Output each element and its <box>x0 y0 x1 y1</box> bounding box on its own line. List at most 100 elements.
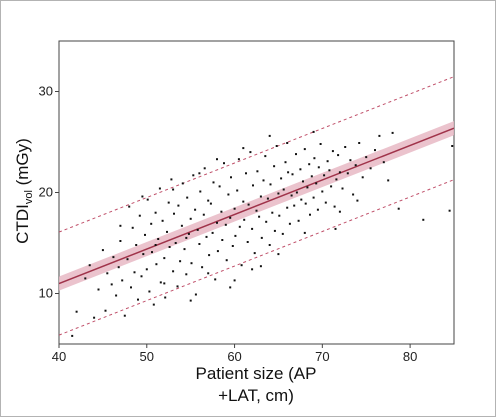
data-point <box>189 217 192 220</box>
data-point <box>214 278 217 281</box>
data-point <box>333 205 336 208</box>
y-tick-label: 30 <box>39 84 53 99</box>
data-point <box>352 193 355 196</box>
data-point <box>144 233 146 236</box>
data-point <box>335 178 338 181</box>
data-point <box>448 209 451 212</box>
data-point <box>354 164 357 167</box>
data-point <box>207 199 210 202</box>
data-point <box>382 161 385 164</box>
data-point <box>173 212 175 215</box>
data-point <box>212 181 215 184</box>
data-point <box>321 190 324 193</box>
data-point <box>255 209 258 212</box>
data-point <box>216 221 218 224</box>
data-point <box>319 143 322 145</box>
data-point <box>131 226 134 229</box>
data-point <box>174 242 177 244</box>
data-point <box>166 230 168 233</box>
data-point <box>181 182 184 185</box>
data-point <box>341 187 344 190</box>
data-point <box>243 218 246 221</box>
data-point <box>230 176 232 179</box>
data-point <box>115 294 118 297</box>
data-point <box>154 211 157 214</box>
data-point <box>163 282 166 285</box>
x-axis-title-line2: +LAT, cm) <box>218 386 294 405</box>
data-point <box>185 236 188 239</box>
data-point <box>88 264 91 267</box>
data-point <box>233 207 236 210</box>
regression-line <box>59 127 454 285</box>
data-point <box>130 286 132 289</box>
data-point <box>137 298 139 301</box>
data-point <box>170 178 173 181</box>
data-point <box>287 171 290 174</box>
data-point <box>312 196 315 199</box>
data-point <box>290 194 293 197</box>
data-point <box>268 244 271 246</box>
data-point <box>234 234 237 237</box>
data-point <box>299 168 302 171</box>
data-point <box>378 134 381 137</box>
data-point <box>84 277 87 280</box>
data-point <box>300 198 303 201</box>
data-point <box>198 172 201 175</box>
data-point <box>252 184 254 187</box>
data-point <box>278 214 281 217</box>
y-axis-ticks: 10 20 30 <box>39 84 59 301</box>
data-point <box>269 183 272 186</box>
regression-layer <box>59 76 454 336</box>
data-point <box>303 231 306 234</box>
data-point <box>387 179 390 182</box>
data-point <box>158 187 161 190</box>
data-point <box>135 244 138 246</box>
data-point <box>251 268 254 271</box>
data-point <box>280 177 283 180</box>
data-point <box>242 147 245 150</box>
data-point <box>190 262 193 265</box>
data-point <box>201 266 204 269</box>
data-point <box>286 206 289 209</box>
data-point <box>330 185 333 188</box>
data-point <box>179 260 182 263</box>
data-point <box>275 145 278 147</box>
y-axis-title-unit: (mGy) <box>13 138 32 190</box>
data-point <box>183 248 186 251</box>
data-point <box>397 207 400 210</box>
data-point <box>264 155 267 158</box>
data-point <box>140 275 143 278</box>
data-point <box>344 146 347 148</box>
data-point <box>145 268 148 271</box>
data-point <box>150 222 153 225</box>
data-point <box>224 223 227 226</box>
data-point <box>271 211 274 214</box>
data-point <box>273 165 276 168</box>
data-point <box>128 205 131 208</box>
x-tick-label: 40 <box>52 349 66 364</box>
data-point <box>391 131 394 134</box>
data-point <box>268 134 271 137</box>
data-point <box>133 271 136 274</box>
data-point <box>281 232 284 235</box>
y-axis-title-subscript: vol <box>23 190 35 204</box>
data-point <box>216 158 218 161</box>
data-point <box>97 288 100 291</box>
data-point <box>273 229 276 232</box>
data-point <box>306 186 309 189</box>
data-point <box>328 169 331 172</box>
data-point <box>295 191 298 194</box>
data-point <box>205 235 208 238</box>
data-point <box>258 215 261 218</box>
data-point <box>277 192 280 195</box>
data-point <box>216 250 219 253</box>
data-point <box>297 219 300 222</box>
data-point <box>284 161 287 164</box>
data-point <box>161 219 164 222</box>
data-point <box>123 314 126 317</box>
data-point <box>365 156 368 159</box>
data-point <box>194 208 197 211</box>
data-point <box>117 266 120 269</box>
data-point <box>225 259 228 262</box>
